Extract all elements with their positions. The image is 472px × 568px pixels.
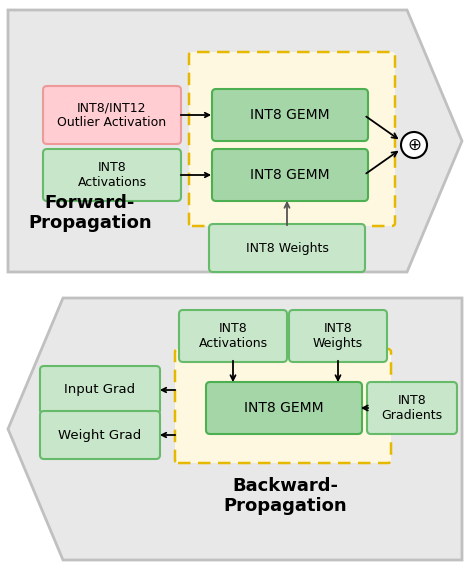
- FancyBboxPatch shape: [367, 382, 457, 434]
- FancyBboxPatch shape: [43, 149, 181, 201]
- Text: INT8 GEMM: INT8 GEMM: [250, 108, 330, 122]
- Text: INT8/INT12
Outlier Activation: INT8/INT12 Outlier Activation: [58, 101, 167, 129]
- Text: $\oplus$: $\oplus$: [407, 136, 421, 154]
- FancyBboxPatch shape: [209, 224, 365, 272]
- FancyBboxPatch shape: [206, 382, 362, 434]
- Text: INT8
Activations: INT8 Activations: [198, 322, 268, 350]
- FancyBboxPatch shape: [40, 366, 160, 414]
- Text: Weight Grad: Weight Grad: [59, 428, 142, 441]
- FancyBboxPatch shape: [212, 89, 368, 141]
- Text: INT8 GEMM: INT8 GEMM: [250, 168, 330, 182]
- FancyBboxPatch shape: [212, 149, 368, 201]
- FancyBboxPatch shape: [289, 310, 387, 362]
- Text: INT8 Weights: INT8 Weights: [245, 241, 329, 254]
- Text: INT8
Gradients: INT8 Gradients: [381, 394, 443, 422]
- Text: INT8
Weights: INT8 Weights: [313, 322, 363, 350]
- FancyBboxPatch shape: [40, 411, 160, 459]
- Circle shape: [401, 132, 427, 158]
- FancyBboxPatch shape: [189, 52, 395, 226]
- Text: INT8
Activations: INT8 Activations: [77, 161, 147, 189]
- Polygon shape: [8, 10, 462, 272]
- FancyBboxPatch shape: [175, 349, 391, 463]
- Text: Input Grad: Input Grad: [65, 383, 135, 396]
- Polygon shape: [8, 298, 462, 560]
- Text: Backward-
Propagation: Backward- Propagation: [223, 477, 347, 515]
- Text: Forward-
Propagation: Forward- Propagation: [28, 194, 152, 232]
- FancyBboxPatch shape: [43, 86, 181, 144]
- Text: INT8 GEMM: INT8 GEMM: [244, 401, 324, 415]
- FancyBboxPatch shape: [179, 310, 287, 362]
